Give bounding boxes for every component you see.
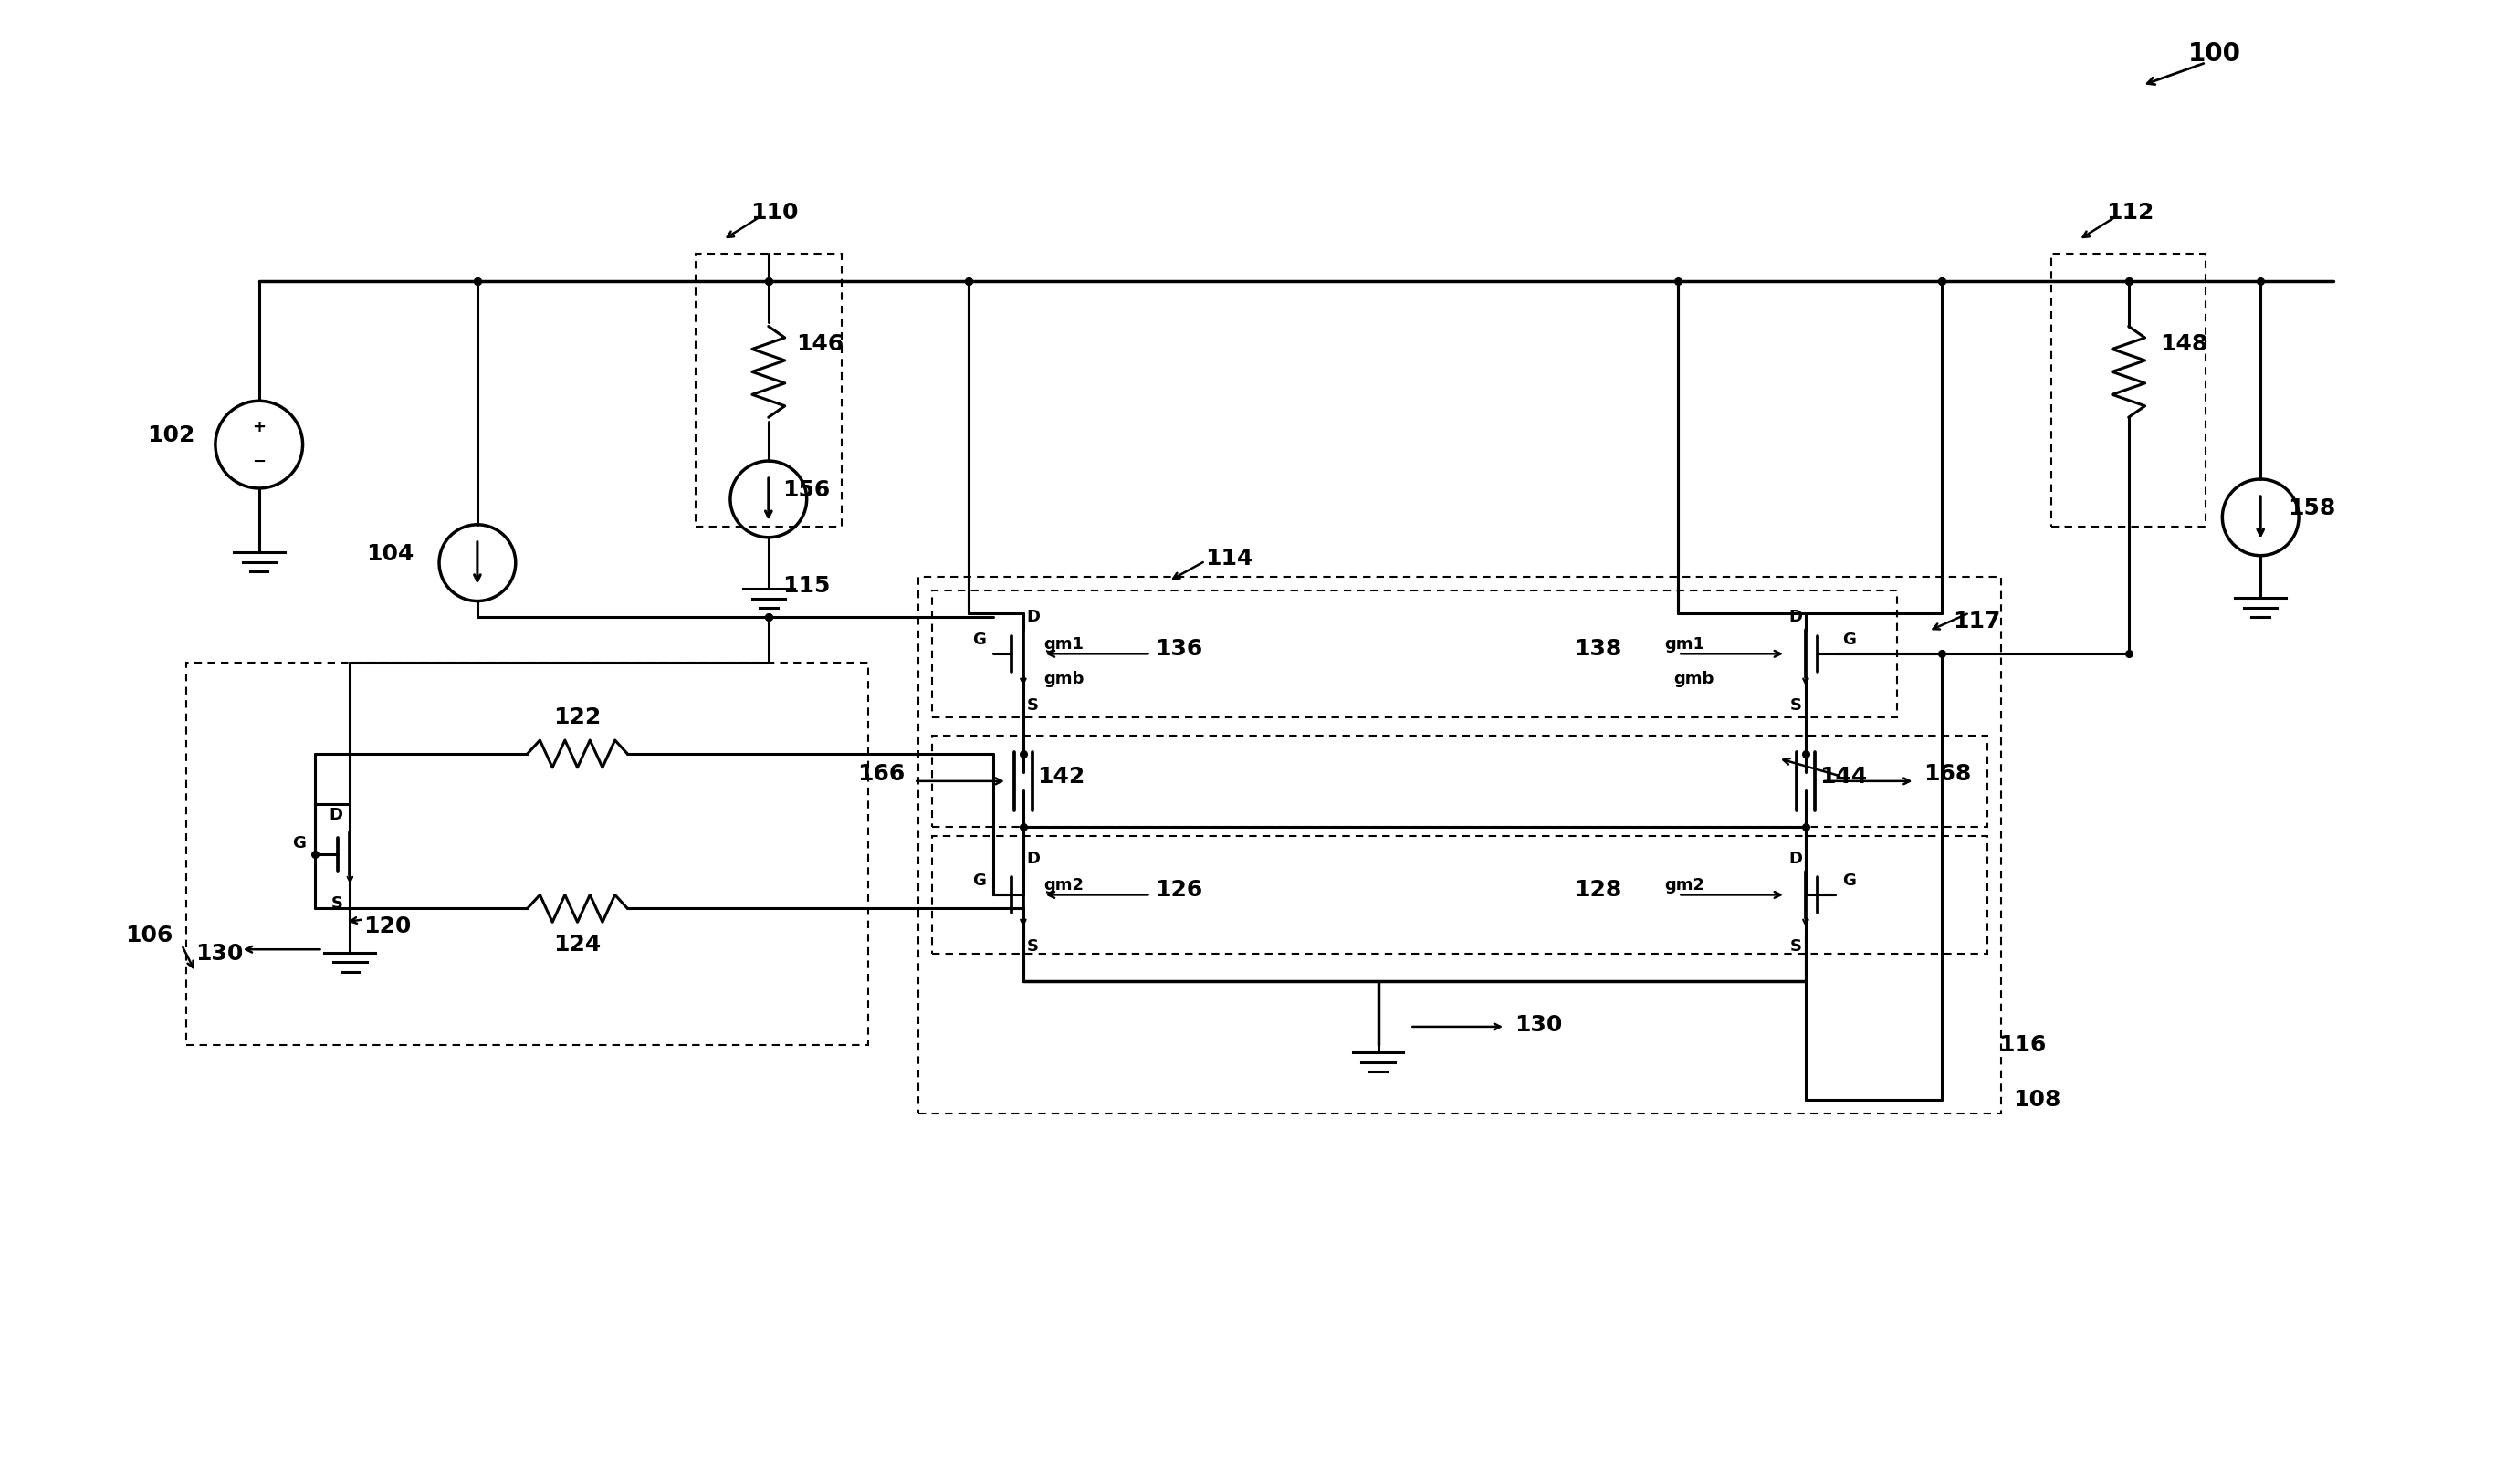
- Text: S: S: [1791, 697, 1801, 714]
- Text: 120: 120: [363, 916, 411, 938]
- Text: 112: 112: [2107, 202, 2154, 224]
- Text: 148: 148: [2159, 334, 2209, 356]
- Bar: [919, 576, 2001, 1113]
- Bar: [932, 736, 1986, 827]
- Text: gm2: gm2: [1666, 877, 1706, 893]
- Text: S: S: [331, 896, 343, 913]
- Text: G: G: [1844, 873, 1856, 889]
- Text: G: G: [1844, 632, 1856, 649]
- Text: D: D: [1789, 850, 1801, 867]
- Bar: [2052, 254, 2207, 527]
- Text: 110: 110: [751, 202, 799, 224]
- Text: 114: 114: [1205, 548, 1252, 570]
- Text: 117: 117: [1954, 611, 2001, 632]
- Text: 108: 108: [2014, 1088, 2062, 1110]
- Text: 102: 102: [148, 424, 195, 447]
- Text: 136: 136: [1155, 638, 1202, 660]
- Text: 124: 124: [554, 933, 601, 956]
- Text: 142: 142: [1037, 766, 1085, 788]
- Text: gm2: gm2: [1042, 877, 1085, 893]
- Text: 122: 122: [554, 706, 601, 729]
- Text: D: D: [1027, 850, 1040, 867]
- Text: S: S: [1027, 938, 1040, 954]
- Text: gm1: gm1: [1666, 637, 1706, 653]
- Bar: [696, 254, 842, 527]
- Text: 130: 130: [195, 942, 243, 965]
- Text: S: S: [1027, 697, 1040, 714]
- Text: +: +: [253, 418, 266, 435]
- Text: 156: 156: [782, 479, 829, 502]
- Text: 168: 168: [1924, 763, 1971, 785]
- Text: 130: 130: [1516, 1014, 1563, 1036]
- Text: G: G: [972, 632, 987, 649]
- Text: gm1: gm1: [1042, 637, 1085, 653]
- Text: 100: 100: [2187, 40, 2239, 67]
- Text: 104: 104: [366, 543, 413, 565]
- Text: −: −: [253, 454, 266, 470]
- Text: S: S: [1791, 938, 1801, 954]
- Bar: [932, 591, 1896, 717]
- Text: G: G: [972, 873, 987, 889]
- Text: D: D: [1027, 608, 1040, 626]
- Text: D: D: [328, 806, 343, 824]
- Text: D: D: [1789, 608, 1801, 626]
- Text: 106: 106: [125, 925, 173, 947]
- Text: gmb: gmb: [1042, 671, 1085, 687]
- Text: 166: 166: [857, 763, 904, 785]
- Text: 144: 144: [1819, 766, 1866, 788]
- Text: 115: 115: [782, 574, 829, 597]
- Text: 128: 128: [1573, 880, 1621, 901]
- Text: gmb: gmb: [1673, 671, 1713, 687]
- Text: 158: 158: [2287, 497, 2335, 519]
- Text: G: G: [293, 834, 306, 852]
- Text: 116: 116: [1999, 1034, 2047, 1055]
- Text: 126: 126: [1155, 880, 1202, 901]
- Bar: [932, 835, 1986, 954]
- Text: 138: 138: [1573, 638, 1621, 660]
- Text: 146: 146: [797, 334, 844, 356]
- Bar: [185, 663, 869, 1045]
